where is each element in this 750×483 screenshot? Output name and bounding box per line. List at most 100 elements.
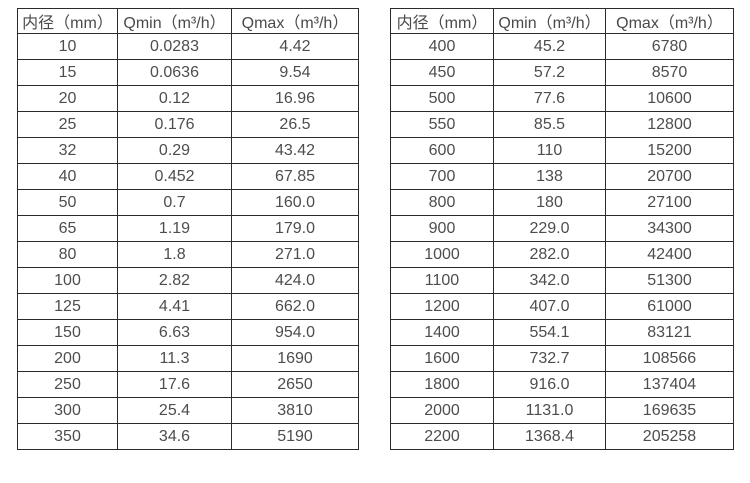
column-header: Qmax（m³/h） <box>605 8 734 34</box>
table-row: 1100 342.0 51300 <box>390 267 734 294</box>
table-cell: 77.6 <box>493 85 606 112</box>
table-cell: 57.2 <box>493 59 606 86</box>
table-cell: 1.8 <box>117 241 232 268</box>
table-row: 32 0.29 43.42 <box>17 137 359 164</box>
table-row: 1600 732.7 108566 <box>390 345 734 372</box>
table-cell: 8570 <box>605 59 734 86</box>
table-cell: 954.0 <box>231 319 359 346</box>
table-row: 2000 1131.0 169635 <box>390 397 734 424</box>
table-cell: 250 <box>17 371 118 398</box>
table-cell: 180 <box>493 189 606 216</box>
table-cell: 27100 <box>605 189 734 216</box>
table-cell: 407.0 <box>493 293 606 320</box>
table-cell: 0.7 <box>117 189 232 216</box>
table-cell: 11.3 <box>117 345 232 372</box>
table-cell: 6780 <box>605 33 734 60</box>
table-row: 450 57.2 8570 <box>390 59 734 86</box>
table-cell: 42400 <box>605 241 734 268</box>
table-cell: 6.63 <box>117 319 232 346</box>
table-cell: 32 <box>17 137 118 164</box>
table-cell: 138 <box>493 163 606 190</box>
table-row: 40 0.452 67.85 <box>17 163 359 190</box>
table-cell: 0.12 <box>117 85 232 112</box>
table-cell: 34300 <box>605 215 734 242</box>
table-cell: 65 <box>17 215 118 242</box>
header-row: 内径（mm） Qmin（m³/h） Qmax（m³/h） <box>390 8 734 34</box>
table-cell: 4.42 <box>231 33 359 60</box>
table-row: 125 4.41 662.0 <box>17 293 359 320</box>
column-header: Qmax（m³/h） <box>231 8 359 34</box>
table-row: 65 1.19 179.0 <box>17 215 359 242</box>
table-row: 400 45.2 6780 <box>390 33 734 60</box>
table-row: 350 34.6 5190 <box>17 423 359 450</box>
table-cell: 1131.0 <box>493 397 606 424</box>
table-cell: 179.0 <box>231 215 359 242</box>
table-cell: 26.5 <box>231 111 359 138</box>
table-cell: 12800 <box>605 111 734 138</box>
table-cell: 5190 <box>231 423 359 450</box>
table-cell: 3810 <box>231 397 359 424</box>
table-cell: 205258 <box>605 423 734 450</box>
table-cell: 17.6 <box>117 371 232 398</box>
table-cell: 9.54 <box>231 59 359 86</box>
table-row: 80 1.8 271.0 <box>17 241 359 268</box>
table-cell: 160.0 <box>231 189 359 216</box>
table-row: 600 110 15200 <box>390 137 734 164</box>
table-row: 100 2.82 424.0 <box>17 267 359 294</box>
table-row: 20 0.12 16.96 <box>17 85 359 112</box>
table-cell: 300 <box>17 397 118 424</box>
table-cell: 108566 <box>605 345 734 372</box>
table-row: 800 180 27100 <box>390 189 734 216</box>
table-cell: 125 <box>17 293 118 320</box>
table-cell: 43.42 <box>231 137 359 164</box>
table-row: 2200 1368.4 205258 <box>390 423 734 450</box>
table-cell: 800 <box>390 189 494 216</box>
table-cell: 600 <box>390 137 494 164</box>
table-cell: 700 <box>390 163 494 190</box>
table-row: 150 6.63 954.0 <box>17 319 359 346</box>
header-row: 内径（mm） Qmin（m³/h） Qmax（m³/h） <box>17 8 359 34</box>
table-cell: 2650 <box>231 371 359 398</box>
table-cell: 1200 <box>390 293 494 320</box>
table-cell: 900 <box>390 215 494 242</box>
table-cell: 50 <box>17 189 118 216</box>
table-cell: 1000 <box>390 241 494 268</box>
table-cell: 0.29 <box>117 137 232 164</box>
flow-spec-table-small-diameters: 内径（mm） Qmin（m³/h） Qmax（m³/h） 10 0.0283 4.42 15… <box>17 8 359 450</box>
table-cell: 51300 <box>605 267 734 294</box>
table-cell: 10 <box>17 33 118 60</box>
table-row: 10 0.0283 4.42 <box>17 33 359 60</box>
table-cell: 45.2 <box>493 33 606 60</box>
table-cell: 4.41 <box>117 293 232 320</box>
table-cell: 1800 <box>390 371 494 398</box>
table-cell: 1.19 <box>117 215 232 242</box>
table-cell: 0.0636 <box>117 59 232 86</box>
table-cell: 137404 <box>605 371 734 398</box>
column-header: Qmin（m³/h） <box>493 8 606 34</box>
table-row: 1400 554.1 83121 <box>390 319 734 346</box>
table-cell: 150 <box>17 319 118 346</box>
table-cell: 16.96 <box>231 85 359 112</box>
table-cell: 110 <box>493 137 606 164</box>
table-cell: 34.6 <box>117 423 232 450</box>
table-row: 15 0.0636 9.54 <box>17 59 359 86</box>
table-cell: 2200 <box>390 423 494 450</box>
table-cell: 83121 <box>605 319 734 346</box>
table-cell: 200 <box>17 345 118 372</box>
table-row: 250 17.6 2650 <box>17 371 359 398</box>
table-cell: 15 <box>17 59 118 86</box>
table-cell: 20 <box>17 85 118 112</box>
table-cell: 25.4 <box>117 397 232 424</box>
table-cell: 554.1 <box>493 319 606 346</box>
table-cell: 100 <box>17 267 118 294</box>
table-cell: 450 <box>390 59 494 86</box>
table-cell: 67.85 <box>231 163 359 190</box>
table-cell: 25 <box>17 111 118 138</box>
table-cell: 500 <box>390 85 494 112</box>
table-row: 900 229.0 34300 <box>390 215 734 242</box>
table-row: 300 25.4 3810 <box>17 397 359 424</box>
column-header: 内径（mm） <box>390 8 494 34</box>
table-row: 550 85.5 12800 <box>390 111 734 138</box>
table-cell: 400 <box>390 33 494 60</box>
